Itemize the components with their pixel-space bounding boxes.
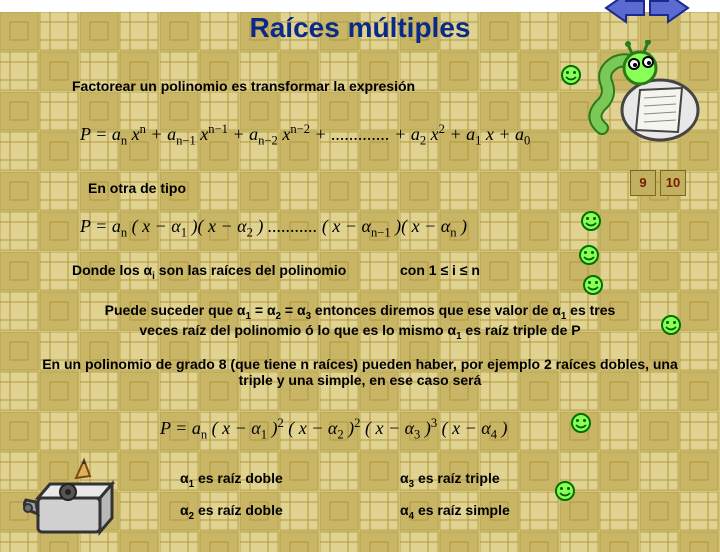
nav-arrows xyxy=(604,0,690,26)
smile-icon xyxy=(582,274,604,296)
root-1-label: α1 es raíz doble xyxy=(180,470,283,490)
page-number-left[interactable]: 9 xyxy=(630,170,656,196)
smile-icon xyxy=(554,480,576,502)
formula-polynomial: P = an xn + an−1 xn−1 + an−2 xn−2 + ....… xyxy=(80,122,530,149)
clipart-sharpener xyxy=(18,452,118,547)
root-2-label: α2 es raíz doble xyxy=(180,502,283,522)
donde-text: Donde los αi son las raíces del polinomi… xyxy=(72,262,346,282)
formula-example: P = an ( x − α1 )2 ( x − α2 )2 ( x − α3 … xyxy=(160,416,508,443)
root-3-label: α3 es raíz triple xyxy=(400,470,500,490)
smile-icon xyxy=(578,244,600,266)
paragraph-triple-root: Puede suceder que α1 = α2 = α3 entonces … xyxy=(40,302,680,342)
formula-factored: P = an ( x − α1 )( x − α2 ) ........... … xyxy=(80,216,467,241)
page-number-right[interactable]: 10 xyxy=(660,170,686,196)
en-otra-text: En otra de tipo xyxy=(88,180,186,196)
root-4-label: α4 es raíz simple xyxy=(400,502,510,522)
smile-icon xyxy=(580,210,602,232)
smile-icon xyxy=(570,412,592,434)
intro-text: Factorear un polinomio es transformar la… xyxy=(72,78,415,94)
paragraph-degree8: En un polinomio de grado 8 (que tiene n … xyxy=(40,356,680,388)
nav-next-button xyxy=(650,0,688,22)
smile-icon xyxy=(560,64,582,86)
smile-icon xyxy=(660,314,682,336)
nav-prev-button xyxy=(606,0,644,22)
clipart-worm xyxy=(582,40,702,155)
con-range: con 1 ≤ i ≤ n xyxy=(400,262,480,278)
